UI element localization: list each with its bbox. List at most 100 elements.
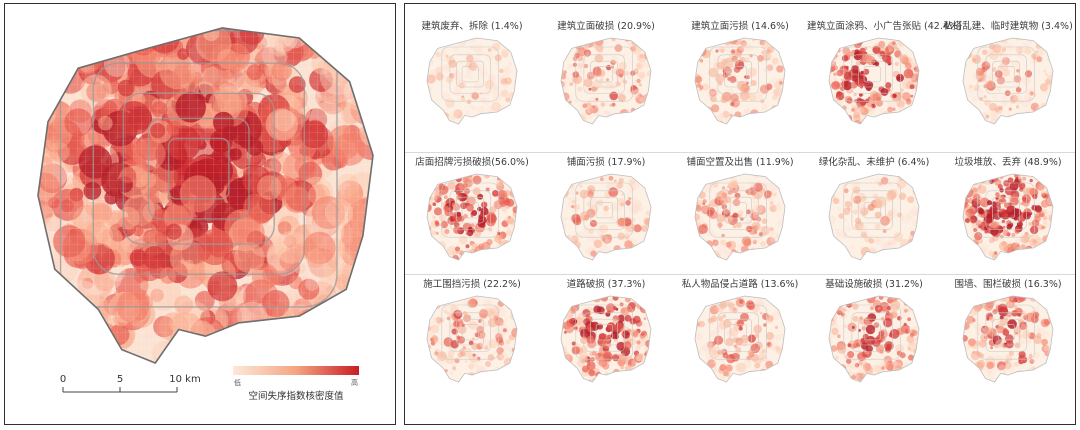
density-spot <box>453 309 463 319</box>
density-spot <box>636 63 644 70</box>
density-spot <box>894 99 900 105</box>
density-spot <box>695 42 700 48</box>
density-spot <box>1002 229 1009 236</box>
density-spot <box>1015 87 1022 93</box>
density-spot <box>858 360 863 366</box>
density-spot <box>477 220 485 228</box>
density-spot <box>441 92 450 101</box>
density-spot <box>458 182 468 191</box>
density-spot <box>507 216 515 224</box>
density-spot <box>504 296 514 302</box>
density-spot <box>780 179 785 185</box>
density-spot <box>1048 74 1053 81</box>
density-spot <box>970 253 978 260</box>
density-spot <box>432 215 437 220</box>
density-spot <box>489 310 493 314</box>
density-spot <box>880 250 890 260</box>
density-spot <box>565 216 569 221</box>
density-spot <box>460 96 466 102</box>
density-spot <box>1050 181 1053 187</box>
density-spot <box>1006 311 1012 318</box>
density-spot <box>623 218 632 227</box>
density-spot <box>504 242 514 252</box>
mini-boundary <box>560 295 652 383</box>
density-spot <box>1045 306 1053 316</box>
mini-ring-road <box>709 304 767 360</box>
density-spot <box>864 80 874 90</box>
density-spot <box>971 95 978 102</box>
mini-density-map <box>962 37 1054 125</box>
density-spot <box>914 180 919 188</box>
mini-boundary <box>560 37 652 125</box>
mini-density-map <box>694 173 786 261</box>
density-spot <box>463 296 467 298</box>
density-spot <box>588 228 595 235</box>
density-spot <box>767 174 773 177</box>
density-spot <box>896 350 902 356</box>
mini-boundary <box>426 295 518 383</box>
density-spot <box>908 78 918 87</box>
density-spot <box>963 246 973 256</box>
density-spot <box>700 373 707 380</box>
density-spot <box>1034 254 1041 260</box>
density-spot <box>472 175 482 185</box>
density-spot <box>563 111 568 116</box>
density-spot <box>486 211 496 221</box>
density-spot <box>490 372 495 376</box>
density-spot <box>444 117 448 121</box>
density-spot <box>695 38 698 44</box>
small-multiple-title: 道路破损 (37.3%) <box>566 279 646 290</box>
density-spot <box>38 294 64 326</box>
density-spot <box>1017 312 1022 317</box>
density-spot <box>569 82 574 87</box>
density-spot <box>829 49 835 55</box>
density-spot <box>963 335 968 342</box>
density-spot <box>724 57 734 68</box>
density-spot <box>896 99 905 109</box>
density-spot <box>721 111 732 121</box>
density-spot <box>1005 340 1014 349</box>
density-spot <box>734 363 742 372</box>
density-spot <box>767 196 775 203</box>
density-spot <box>1043 40 1050 47</box>
density-spot <box>1031 376 1041 382</box>
mini-ring-road <box>456 60 485 88</box>
density-spot <box>428 321 436 329</box>
density-spot <box>711 350 720 359</box>
density-spot <box>720 239 727 246</box>
density-spot <box>501 206 507 212</box>
density-spot <box>852 315 859 322</box>
density-spot <box>438 378 442 382</box>
density-spot <box>561 106 567 114</box>
density-spot <box>593 239 603 249</box>
density-spot <box>488 227 493 232</box>
density-spot <box>719 113 725 119</box>
density-spot <box>183 352 199 363</box>
density-spot <box>887 41 898 52</box>
density-spot <box>571 366 575 370</box>
density-spot <box>364 326 373 338</box>
density-spot <box>963 211 969 219</box>
density-spot <box>480 207 489 216</box>
density-spot <box>729 183 732 187</box>
mini-ring-road <box>729 66 747 83</box>
density-spot <box>881 366 885 371</box>
small-multiple-map: 私搭乱建、临时建筑物 (3.4%) <box>941 12 1075 132</box>
density-spot <box>727 77 732 81</box>
density-spot <box>502 82 510 89</box>
mini-boundary <box>962 295 1054 383</box>
density-spot <box>895 187 900 192</box>
density-spot <box>851 49 856 54</box>
density-spot <box>586 356 590 360</box>
density-spot <box>767 315 774 322</box>
density-spot <box>766 64 774 71</box>
density-spot <box>835 228 840 233</box>
density-spot <box>604 110 608 114</box>
density-spot <box>845 296 853 300</box>
density-spot <box>479 320 487 328</box>
density-spot <box>989 72 994 76</box>
density-spot <box>451 72 460 80</box>
density-spot <box>501 252 508 259</box>
density-spot <box>629 196 637 204</box>
density-spot <box>868 238 875 244</box>
